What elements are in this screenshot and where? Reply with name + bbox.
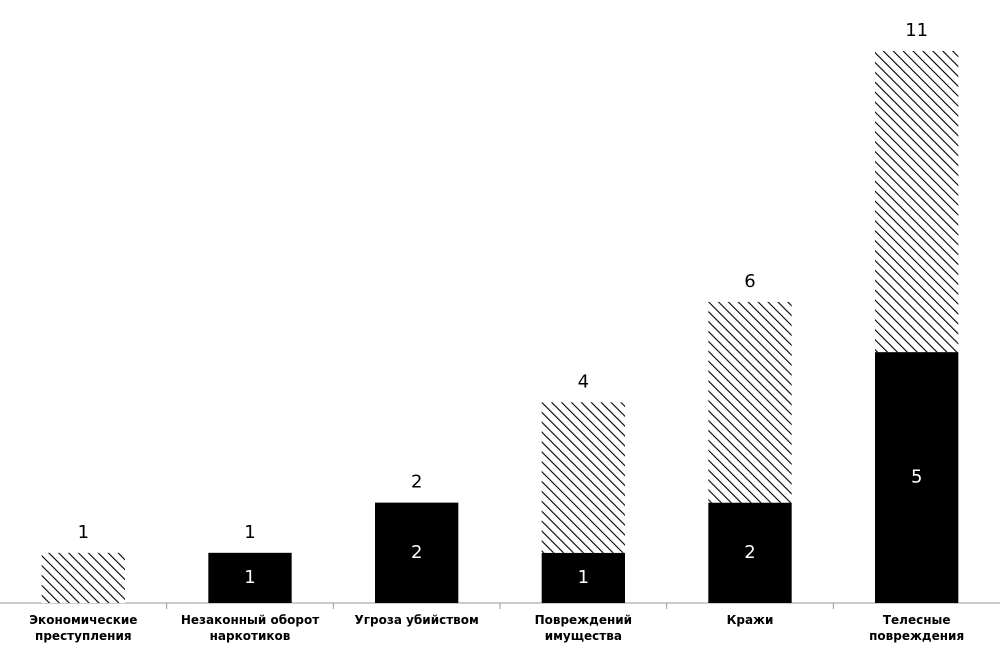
data-label: 2 [744, 542, 755, 563]
bar-segment [41, 552, 125, 603]
total-label: 2 [411, 472, 422, 493]
x-tick-label: Незаконный оборот наркотиков [180, 613, 320, 643]
data-label: 1 [578, 567, 589, 588]
total-label: 1 [244, 522, 255, 543]
bar-segment [541, 402, 625, 553]
total-label: 4 [578, 371, 589, 392]
total-label: 11 [905, 20, 928, 41]
bar-segment [708, 301, 792, 503]
total-label: 6 [744, 271, 755, 292]
bar-segment [708, 502, 792, 603]
data-label: 2 [411, 542, 422, 563]
bar-segment [875, 352, 959, 603]
bar-segment [208, 552, 292, 603]
bar-segment [541, 552, 625, 603]
x-tick-label: Повреждений имущества [534, 613, 633, 643]
data-label: 1 [244, 567, 255, 588]
x-tick-label: Экономические преступления [29, 613, 138, 643]
bar-segment [375, 502, 459, 603]
bar-segment [875, 51, 959, 353]
total-label: 1 [78, 522, 89, 543]
x-tick-label: Кражи [726, 613, 774, 627]
data-label: 5 [911, 467, 922, 488]
x-tick-label: Угроза убийством [354, 613, 479, 627]
x-tick-label: Телесные повреждения [869, 613, 965, 643]
